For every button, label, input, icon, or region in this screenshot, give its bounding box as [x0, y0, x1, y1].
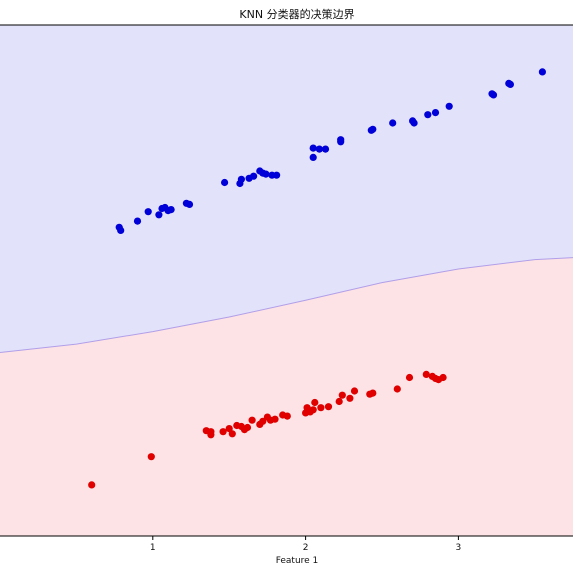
points-class-b	[88, 370, 447, 489]
class-a-point	[424, 111, 432, 119]
class-a-point	[185, 200, 194, 208]
class-a-point	[410, 119, 418, 127]
x-tick-label: 3	[456, 543, 462, 553]
class-a-point	[506, 80, 514, 88]
class-b-point	[439, 373, 447, 382]
class-b-point	[283, 412, 291, 420]
class-b-point	[207, 428, 215, 436]
plot-area	[0, 25, 573, 536]
class-b-point	[248, 416, 256, 424]
class-b-point	[147, 453, 155, 461]
points-class-a	[115, 68, 547, 234]
x-axis-label: Feature 1	[276, 556, 319, 566]
class-a-point	[315, 145, 323, 153]
class-a-point	[155, 211, 163, 219]
class-a-point	[250, 172, 258, 180]
class-a-point	[273, 171, 281, 179]
class-b-point	[369, 389, 377, 397]
class-a-point	[262, 170, 270, 178]
class-a-point	[369, 125, 377, 133]
class-b-point	[405, 373, 414, 382]
x-tick-label: 2	[303, 543, 309, 553]
class-a-point	[321, 145, 330, 153]
class-b-point	[338, 391, 346, 399]
decision-region-class-b	[0, 257, 573, 536]
x-axis-ticks: 1 2 3	[150, 536, 461, 553]
class-b-point	[422, 370, 430, 378]
class-a-point	[221, 178, 229, 187]
class-b-point	[88, 481, 96, 489]
class-a-point	[337, 136, 345, 144]
class-a-point	[389, 119, 397, 127]
class-a-point	[117, 226, 125, 234]
class-b-point	[271, 415, 279, 423]
class-b-point	[346, 394, 354, 402]
class-b-point	[393, 385, 401, 393]
class-a-point	[309, 153, 317, 161]
class-a-point	[167, 206, 175, 214]
class-a-point	[237, 175, 245, 183]
class-b-point	[309, 406, 317, 414]
chart-title: KNN 分类器的决策边界	[239, 7, 354, 21]
class-a-point	[445, 102, 453, 110]
class-a-point	[431, 109, 440, 117]
class-a-point	[309, 144, 317, 152]
class-a-point	[489, 91, 498, 99]
decision-boundary-line	[0, 257, 573, 353]
class-b-point	[350, 387, 359, 395]
class-b-point	[335, 397, 343, 406]
class-a-point	[144, 208, 152, 216]
x-tick-label: 1	[150, 543, 156, 553]
class-a-point	[133, 217, 142, 225]
class-b-point	[219, 428, 227, 436]
class-b-point	[317, 404, 325, 412]
class-b-point	[243, 423, 252, 432]
class-b-point	[324, 403, 333, 411]
class-b-point	[225, 425, 233, 433]
class-b-point	[259, 417, 267, 425]
class-b-point	[311, 398, 319, 407]
class-a-point	[538, 68, 547, 76]
class-b-point	[228, 430, 236, 438]
